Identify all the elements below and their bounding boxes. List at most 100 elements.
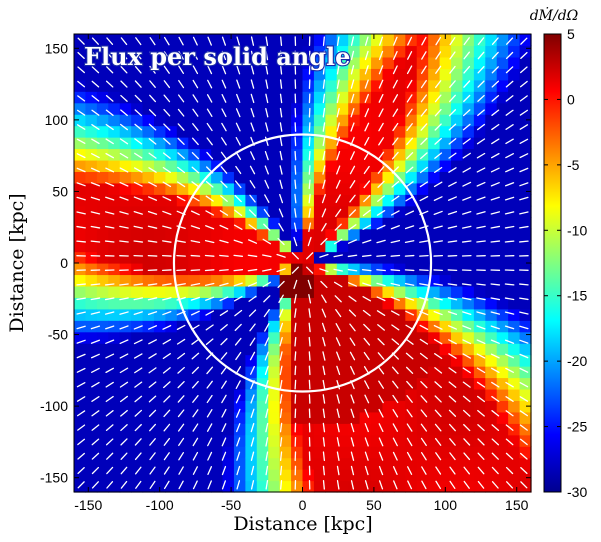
flow-arrow	[221, 65, 227, 75]
heatmap-cell	[222, 228, 235, 241]
heatmap-cell	[325, 194, 338, 207]
heatmap-cell	[119, 354, 132, 367]
heatmap-cell	[416, 56, 429, 69]
heatmap-cell	[393, 274, 406, 287]
flow-arrow	[279, 451, 283, 462]
heatmap-cell	[336, 182, 349, 195]
flow-arrow	[322, 480, 325, 490]
heatmap-cell	[96, 228, 109, 241]
heatmap-cell	[325, 366, 338, 379]
flow-arrow	[504, 225, 515, 229]
heatmap-cell	[336, 251, 349, 264]
heatmap-cell	[313, 480, 326, 493]
heatmap-cell	[291, 68, 304, 81]
heatmap-cell	[131, 446, 144, 459]
heatmap-cell	[348, 343, 361, 356]
flow-arrow	[278, 222, 284, 232]
flow-arrow	[463, 423, 471, 432]
heatmap-cell	[405, 125, 418, 138]
heatmap-cell	[439, 56, 452, 69]
flow-arrow	[248, 239, 258, 244]
heatmap-cell	[291, 366, 304, 379]
flow-arrow	[347, 268, 358, 272]
heatmap-cell	[496, 34, 509, 47]
heatmap-cell	[393, 331, 406, 344]
x-tick-label: 150	[505, 497, 529, 513]
heatmap-cell	[451, 79, 464, 92]
heatmap-cell	[393, 205, 406, 218]
flow-arrow	[377, 195, 385, 202]
heatmap-cell	[211, 102, 224, 115]
heatmap-cell	[211, 469, 224, 482]
heatmap-cell	[85, 240, 98, 253]
heatmap-cell	[508, 285, 521, 298]
heatmap-cell	[256, 343, 269, 356]
heatmap-cell	[211, 137, 224, 150]
heatmap-cell	[336, 457, 349, 470]
heatmap-cell	[519, 228, 532, 241]
flow-arrow	[364, 451, 369, 461]
flow-arrow	[306, 252, 314, 260]
flow-arrow	[322, 408, 326, 419]
heatmap-cell	[485, 423, 498, 436]
flow-arrow	[233, 296, 243, 302]
flow-arrow	[134, 80, 142, 88]
flow-arrow	[364, 136, 370, 146]
flow-arrow	[192, 437, 199, 447]
flow-arrow	[192, 409, 199, 418]
heatmap-cell	[199, 125, 212, 138]
heatmap-cell	[393, 45, 406, 58]
heatmap-cell	[222, 388, 235, 401]
flow-arrow	[148, 339, 157, 345]
flow-arrow	[264, 351, 269, 361]
heatmap-cell	[473, 205, 486, 218]
flow-arrow	[420, 94, 428, 103]
heatmap-cell	[268, 171, 281, 184]
flow-arrow	[279, 122, 283, 132]
flow-arrow	[433, 324, 443, 330]
heatmap-cell	[131, 308, 144, 321]
heatmap-cell	[108, 480, 121, 493]
heatmap-cell	[268, 274, 281, 287]
heatmap-cell	[325, 34, 338, 47]
flow-arrow	[322, 122, 326, 132]
flow-arrow	[163, 80, 171, 89]
flow-arrow	[91, 138, 100, 145]
heatmap-cell	[325, 263, 338, 276]
heatmap-cell	[496, 400, 509, 413]
heatmap-cell	[473, 228, 486, 241]
heatmap-cell	[279, 354, 292, 367]
heatmap-cell	[268, 457, 281, 470]
heatmap-cell	[473, 56, 486, 69]
heatmap-cell	[462, 274, 475, 287]
heatmap-cell	[291, 457, 304, 470]
flow-arrow	[420, 123, 428, 131]
flow-arrow	[235, 165, 242, 175]
flow-arrow	[333, 238, 343, 245]
heatmap-cell	[325, 205, 338, 218]
heatmap-cell	[85, 274, 98, 287]
heatmap-cell	[302, 68, 315, 81]
flow-arrow	[506, 481, 514, 489]
heatmap-cell	[462, 446, 475, 459]
heatmap-cell	[451, 91, 464, 104]
heatmap-cell	[519, 400, 532, 413]
flow-arrow	[219, 209, 229, 216]
flow-arrow	[448, 367, 457, 374]
heatmap-cell	[508, 79, 521, 92]
heatmap-cell	[336, 423, 349, 436]
flow-arrow	[364, 122, 370, 132]
flow-arrow	[322, 437, 326, 447]
heatmap-cell	[485, 114, 498, 127]
flow-arrow	[76, 311, 86, 315]
flow-arrow	[294, 136, 297, 147]
flow-arrow	[106, 481, 114, 489]
heatmap-cell	[85, 354, 98, 367]
flow-arrow	[265, 437, 269, 447]
flow-arrow	[265, 79, 269, 89]
flow-arrow	[120, 452, 128, 460]
flow-arrow	[90, 211, 101, 215]
heatmap-cell	[348, 194, 361, 207]
flow-arrow	[234, 194, 242, 203]
flow-arrow	[148, 367, 157, 374]
